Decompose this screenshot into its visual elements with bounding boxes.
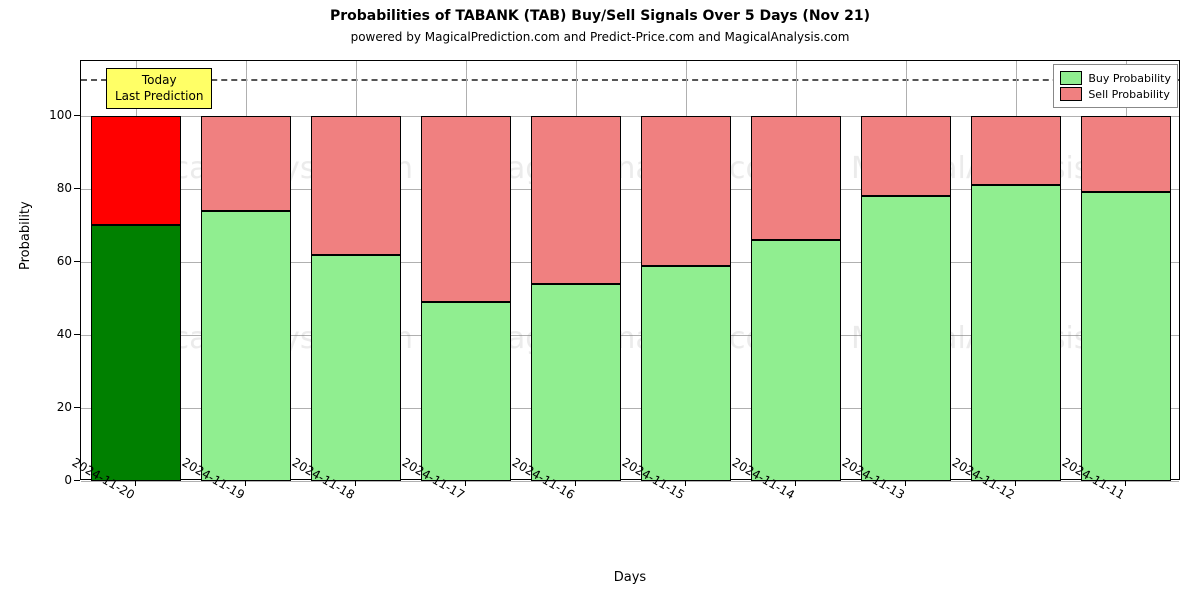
ytick-mark (74, 334, 80, 335)
legend-item: Buy Probability (1060, 71, 1171, 85)
today-annotation: Today Last Prediction (106, 68, 212, 109)
ytick-label: 40 (12, 327, 72, 341)
bar-sell (971, 116, 1061, 185)
xtick-mark (245, 480, 246, 486)
bar-buy (861, 196, 951, 481)
bar-sell (421, 116, 511, 302)
ytick-label: 60 (12, 254, 72, 268)
ytick-mark (74, 188, 80, 189)
xtick-mark (465, 480, 466, 486)
bar-sell (531, 116, 621, 284)
xtick-mark (1015, 480, 1016, 486)
ytick-label: 100 (12, 108, 72, 122)
bar-sell (201, 116, 291, 211)
bar-sell (311, 116, 401, 255)
legend-item: Sell Probability (1060, 87, 1171, 101)
legend: Buy Probability Sell Probability (1053, 64, 1178, 108)
ytick-mark (74, 480, 80, 481)
annotation-line1: Today (115, 73, 203, 89)
watermark: MagicalAnalysis.com (481, 151, 793, 186)
ytick-label: 80 (12, 181, 72, 195)
xtick-mark (135, 480, 136, 486)
xtick-mark (905, 480, 906, 486)
chart-title: Probabilities of TABANK (TAB) Buy/Sell S… (0, 8, 1200, 24)
bar-sell (91, 116, 181, 226)
xtick-mark (795, 480, 796, 486)
watermark: MagicalAnalysis.com (481, 321, 793, 356)
plot-area: MagicalAnalysis.comMagicalAnalysis.comMa… (80, 60, 1180, 480)
annotation-line2: Last Prediction (115, 89, 203, 105)
ytick-label: 0 (12, 473, 72, 487)
ytick-mark (74, 115, 80, 116)
xtick-mark (575, 480, 576, 486)
legend-label: Buy Probability (1088, 72, 1171, 85)
bar-buy (971, 185, 1061, 481)
bar-sell (641, 116, 731, 266)
bar-sell (861, 116, 951, 196)
bar-buy (1081, 192, 1171, 481)
xtick-mark (685, 480, 686, 486)
bar-sell (1081, 116, 1171, 193)
xtick-mark (1125, 480, 1126, 486)
xtick-mark (355, 480, 356, 486)
legend-swatch (1060, 87, 1082, 101)
ytick-label: 20 (12, 400, 72, 414)
legend-label: Sell Probability (1088, 88, 1170, 101)
x-axis-label: Days (80, 570, 1180, 585)
ytick-mark (74, 261, 80, 262)
chart-subtitle: powered by MagicalPrediction.com and Pre… (0, 30, 1200, 44)
ytick-mark (74, 407, 80, 408)
bar-sell (751, 116, 841, 240)
legend-swatch (1060, 71, 1082, 85)
